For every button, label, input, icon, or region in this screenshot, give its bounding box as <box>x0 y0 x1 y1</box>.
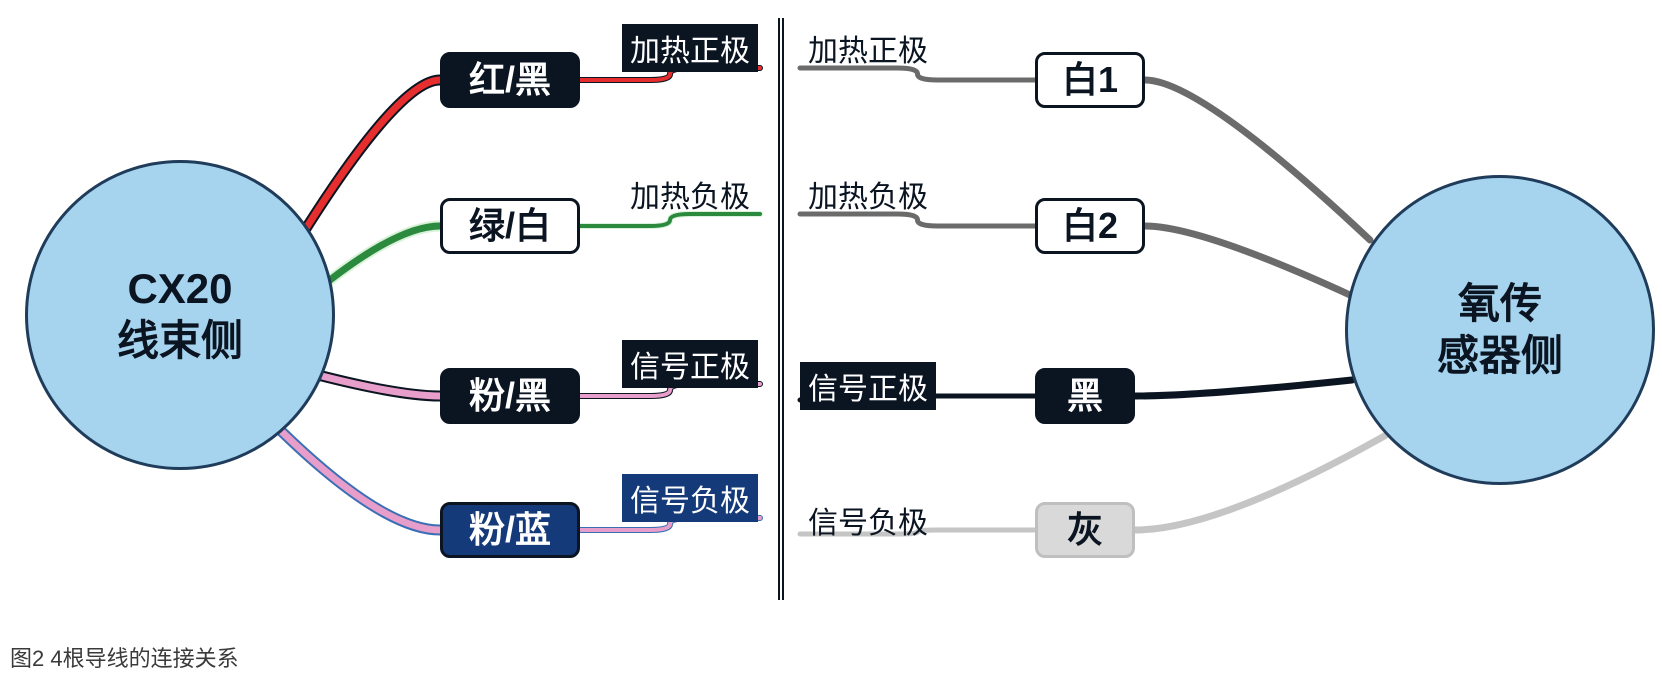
wire-box-red-black: 红/黑 <box>440 52 580 108</box>
wire-box-black: 黑 <box>1035 368 1135 424</box>
wire-box-white-2: 白2 <box>1035 198 1145 254</box>
left-node-line2: 线束侧 <box>117 315 243 368</box>
figure-caption: 图2 4根导线的连接关系 <box>10 641 239 673</box>
wire-box-green-white: 绿/白 <box>440 198 580 254</box>
signal-label-l3: 信号负极 <box>622 474 758 522</box>
wire-box-pink-blue: 粉/蓝 <box>440 502 580 558</box>
left-node-cx20: CX20 线束侧 <box>25 160 335 470</box>
signal-label-r0: 加热正极 <box>800 24 936 72</box>
right-node-line1: 氧传 <box>1437 278 1563 331</box>
signal-label-r2: 信号正极 <box>800 362 936 410</box>
signal-label-l2: 信号正极 <box>622 340 758 388</box>
diagram-stage: CX20 线束侧 氧传 感器侧 红/黑 加热正极 绿/白 加热负极 粉/黑 信号… <box>0 0 1662 691</box>
left-node-line1: CX20 <box>117 263 243 316</box>
signal-label-l0: 加热正极 <box>622 24 758 72</box>
signal-label-r3: 信号负极 <box>800 496 936 544</box>
wire-box-white-1: 白1 <box>1035 52 1145 108</box>
right-node-sensor: 氧传 感器侧 <box>1345 175 1655 485</box>
wire-box-gray: 灰 <box>1035 502 1135 558</box>
wire-box-pink-black: 粉/黑 <box>440 368 580 424</box>
right-node-line2: 感器侧 <box>1437 330 1563 383</box>
signal-label-l1: 加热负极 <box>622 170 758 218</box>
signal-label-r1: 加热负极 <box>800 170 936 218</box>
